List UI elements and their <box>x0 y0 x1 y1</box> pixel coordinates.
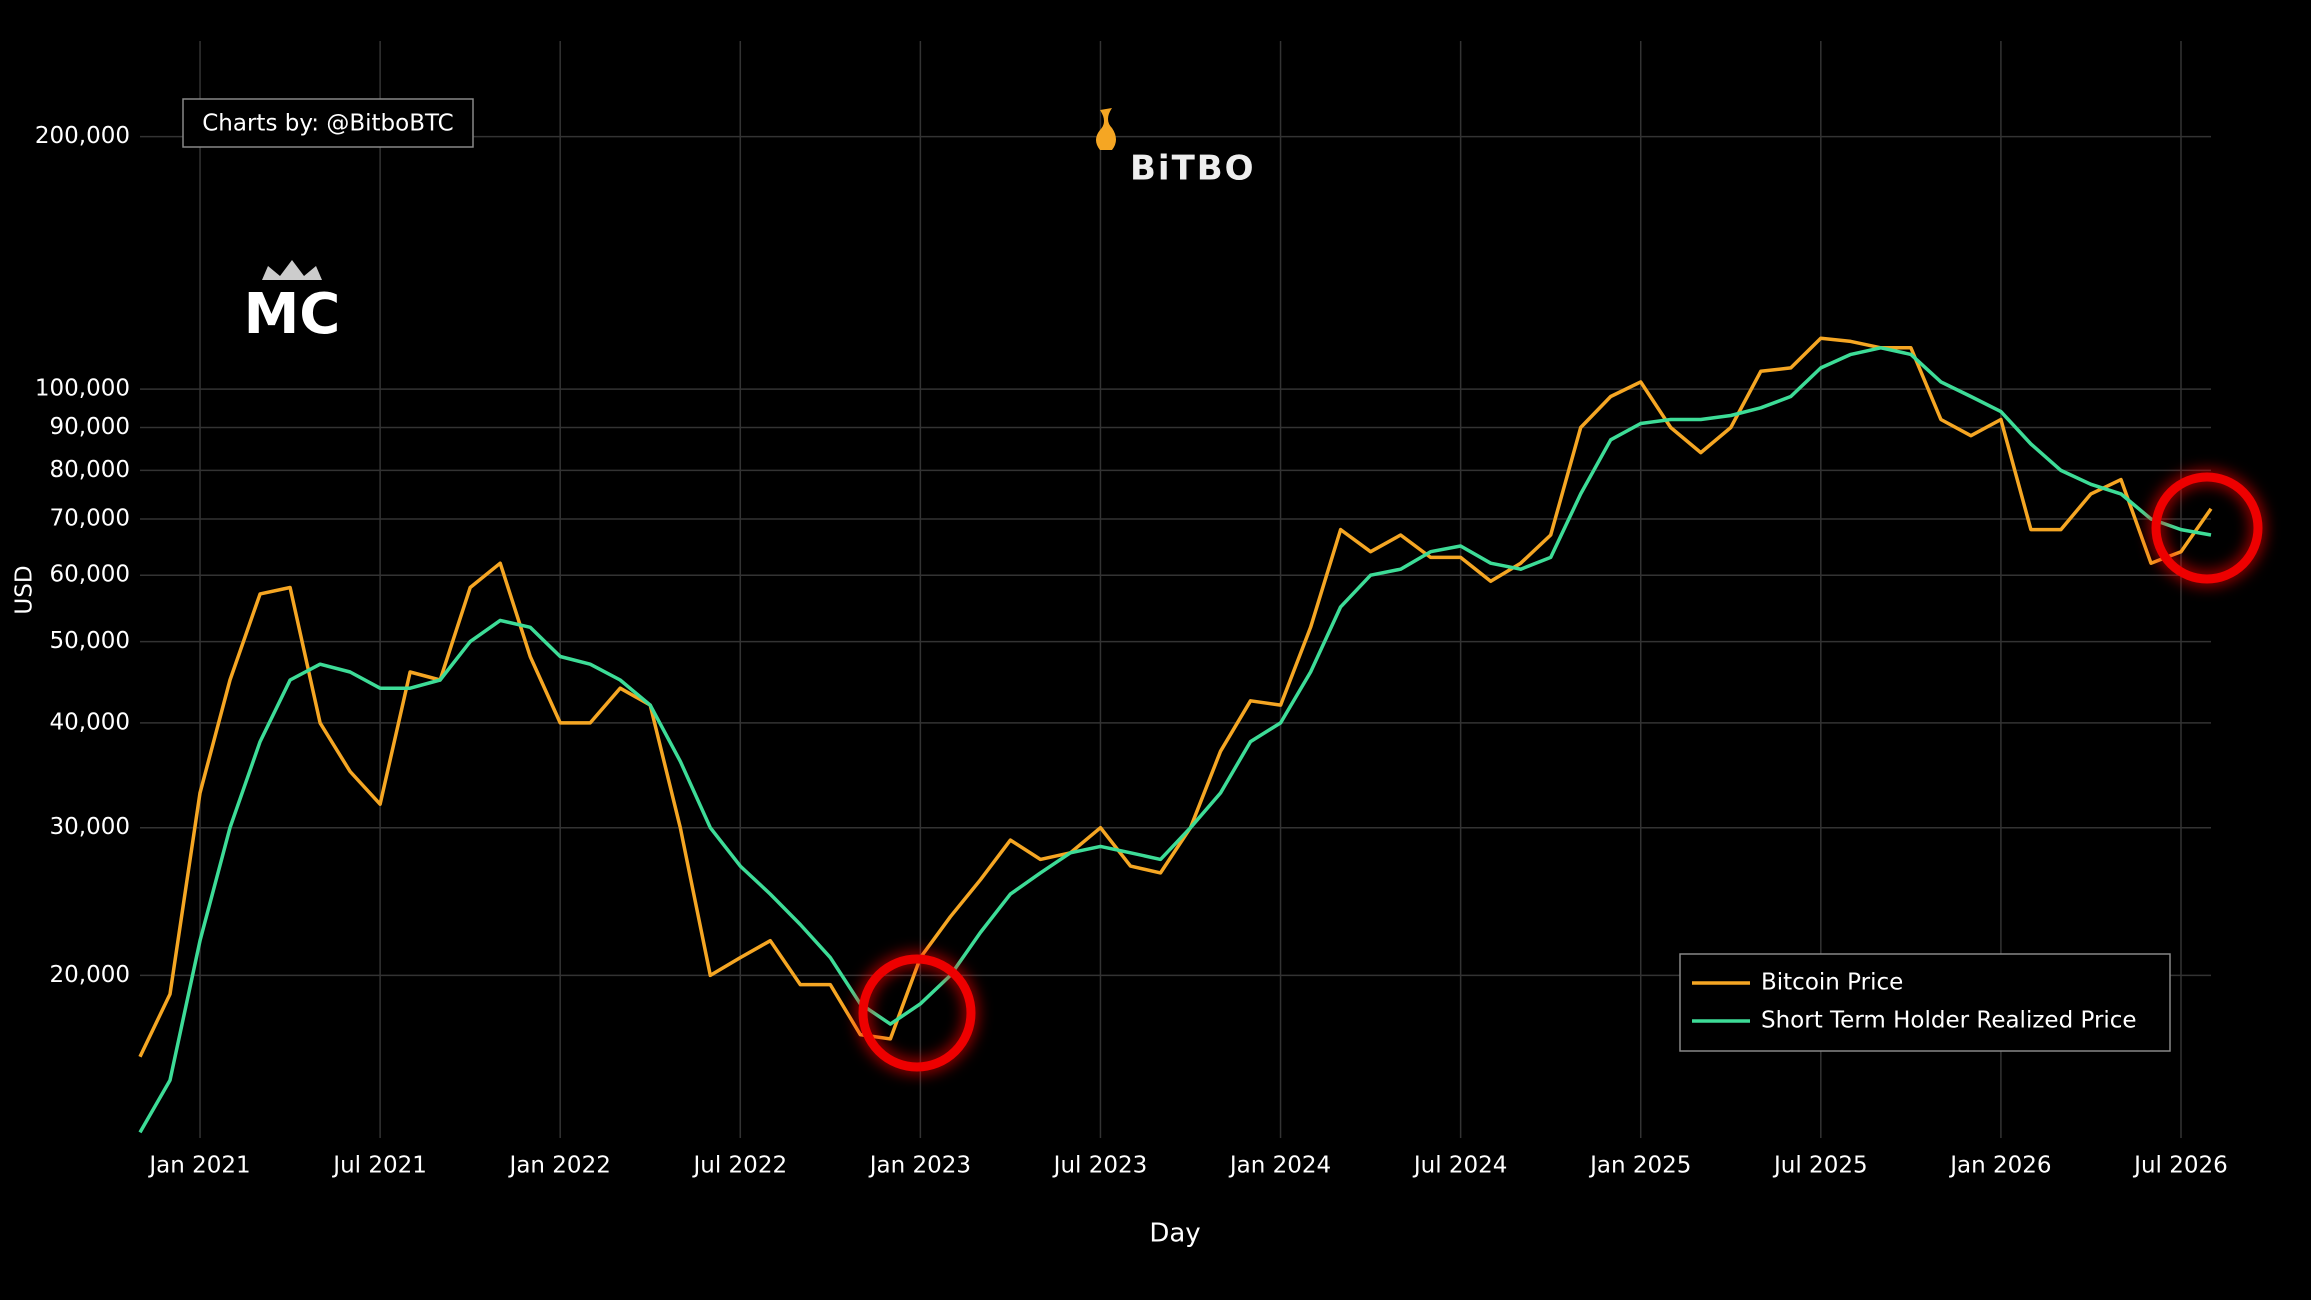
credit-text: Charts by: @BitboBTC <box>202 111 454 137</box>
y-tick-label: 100,000 <box>35 376 130 402</box>
series-line <box>138 336 2213 1058</box>
x-tick-label: Jul 2026 <box>2132 1153 2228 1179</box>
highlight-circle <box>2151 472 2263 584</box>
x-tick-label: Jul 2021 <box>331 1153 427 1179</box>
credit-box <box>182 98 474 148</box>
y-tick-label: 90,000 <box>50 414 130 440</box>
grid <box>140 41 2211 1138</box>
y-axis-label: USD <box>12 565 38 614</box>
legend: Bitcoin Price Short Term Holder Realized … <box>1679 953 2171 1052</box>
plot-area <box>138 336 2213 1134</box>
x-tick-label: Jan 2025 <box>1588 1153 1691 1179</box>
y-tick-label: 70,000 <box>50 506 130 532</box>
y-tick-label: 30,000 <box>50 814 130 840</box>
y-tick-label: 200,000 <box>35 123 130 149</box>
watermark-icon <box>1096 108 1116 150</box>
series-line <box>138 346 2212 1134</box>
y-tick-label: 40,000 <box>50 709 130 735</box>
legend-box <box>1679 953 2171 1052</box>
x-tick-label: Jul 2022 <box>691 1153 787 1179</box>
logo: MC <box>244 282 341 347</box>
y-tick-label: 20,000 <box>50 962 130 988</box>
legend-label: Short Term Holder Realized Price <box>1761 1008 2137 1034</box>
x-tick-label: Jan 2021 <box>147 1153 250 1179</box>
x-tick-label: Jan 2026 <box>1948 1153 2051 1179</box>
logo-crown <box>262 260 322 280</box>
y-tick-label: 60,000 <box>50 562 130 588</box>
highlight-circle <box>858 954 976 1072</box>
x-tick-label: Jan 2023 <box>868 1153 971 1179</box>
y-tick-label: 80,000 <box>50 457 130 483</box>
legend-label: Bitcoin Price <box>1761 970 1903 996</box>
x-tick-label: Jul 2024 <box>1412 1153 1508 1179</box>
watermark: BiTBO <box>1130 149 1256 189</box>
x-axis-label: Day <box>1149 1219 1200 1249</box>
x-tick-label: Jul 2023 <box>1052 1153 1148 1179</box>
axes: 20,000 30,000 40,000 50,000 60,000 70,000 80,0… <box>35 123 2228 1178</box>
x-tick-label: Jul 2025 <box>1772 1153 1868 1179</box>
x-tick-label: Jan 2022 <box>508 1153 611 1179</box>
y-tick-label: 50,000 <box>50 628 130 654</box>
x-tick-label: Jan 2024 <box>1228 1153 1331 1179</box>
